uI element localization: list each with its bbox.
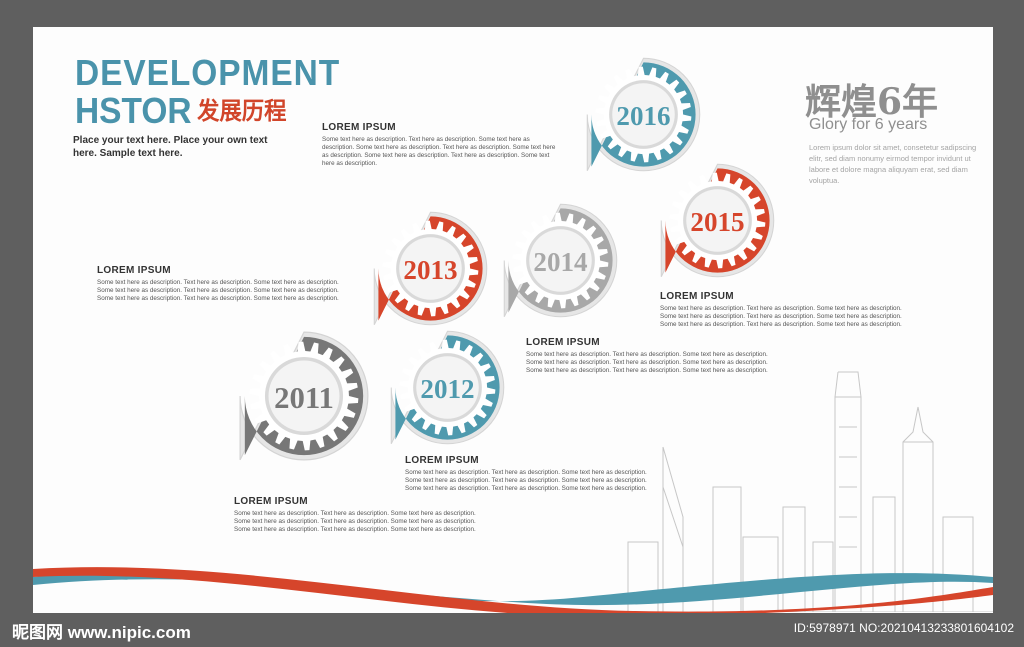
title-history-en: HSTOR xyxy=(75,90,192,131)
block-text: Some text here as description. Text here… xyxy=(234,510,476,533)
gear-2014: 2014 xyxy=(503,203,618,318)
gear-year-label: 2015 xyxy=(690,207,744,237)
gear-year-label: 2011 xyxy=(274,381,334,415)
title-development: DEVELOPMENT xyxy=(75,52,341,93)
block-title: LOREM IPSUM xyxy=(405,455,479,466)
glory-en: Glory for 6 years xyxy=(809,116,928,133)
title-history: HSTOR 发展历程 xyxy=(75,93,286,130)
title-history-cn: 发展历程 xyxy=(197,98,287,125)
description-block-2011: LOREM IPSUM Some text here as descriptio… xyxy=(234,496,479,534)
description-block-2016: LOREM IPSUM Some text here as descriptio… xyxy=(322,122,562,168)
description-block-2013: LOREM IPSUM Some text here as descriptio… xyxy=(97,265,347,303)
tagline: Place your text here. Place your own tex… xyxy=(73,135,268,159)
block-title: LOREM IPSUM xyxy=(322,122,396,133)
block-text: Some text here as description. Text here… xyxy=(660,305,902,328)
gear-2012: 2012 xyxy=(390,330,505,445)
city-skyline-illustration xyxy=(623,371,993,612)
glory-text: Lorem ipsum dolor sit amet, consetetur s… xyxy=(809,143,977,185)
gear-2013: 2013 xyxy=(373,211,488,326)
watermark-left: 昵图网 www.nipic.com xyxy=(12,623,191,642)
glory-cn: 辉煌6年 xyxy=(805,81,939,123)
gear-year-label: 2016 xyxy=(616,101,670,131)
poster-board: DEVELOPMENT HSTOR 发展历程 Place your text he… xyxy=(33,27,993,613)
wave-decoration xyxy=(33,567,993,613)
description-block-2015: LOREM IPSUM Some text here as descriptio… xyxy=(660,291,910,329)
gear-2015: 2015 xyxy=(660,163,775,278)
block-title: LOREM IPSUM xyxy=(97,265,171,276)
block-title: LOREM IPSUM xyxy=(660,291,734,302)
block-text: Some text here as description. Text here… xyxy=(322,136,556,167)
block-text: Some text here as description. Text here… xyxy=(97,279,339,302)
block-text: Some text here as description. Text here… xyxy=(405,469,647,492)
gear-year-label: 2013 xyxy=(403,255,457,285)
gear-year-label: 2012 xyxy=(420,374,474,404)
block-title: LOREM IPSUM xyxy=(234,496,308,507)
block-text: Some text here as description. Text here… xyxy=(526,351,768,374)
watermark-right: ID:5978971 NO:20210413233801604102 xyxy=(793,621,1014,635)
description-block-2012: LOREM IPSUM Some text here as descriptio… xyxy=(405,455,650,493)
gear-2011: 2011 xyxy=(239,331,369,461)
gear-2016: 2016 xyxy=(586,57,701,172)
gear-year-label: 2014 xyxy=(533,247,588,277)
block-title: LOREM IPSUM xyxy=(526,337,600,348)
description-block-2014: LOREM IPSUM Some text here as descriptio… xyxy=(526,337,776,375)
